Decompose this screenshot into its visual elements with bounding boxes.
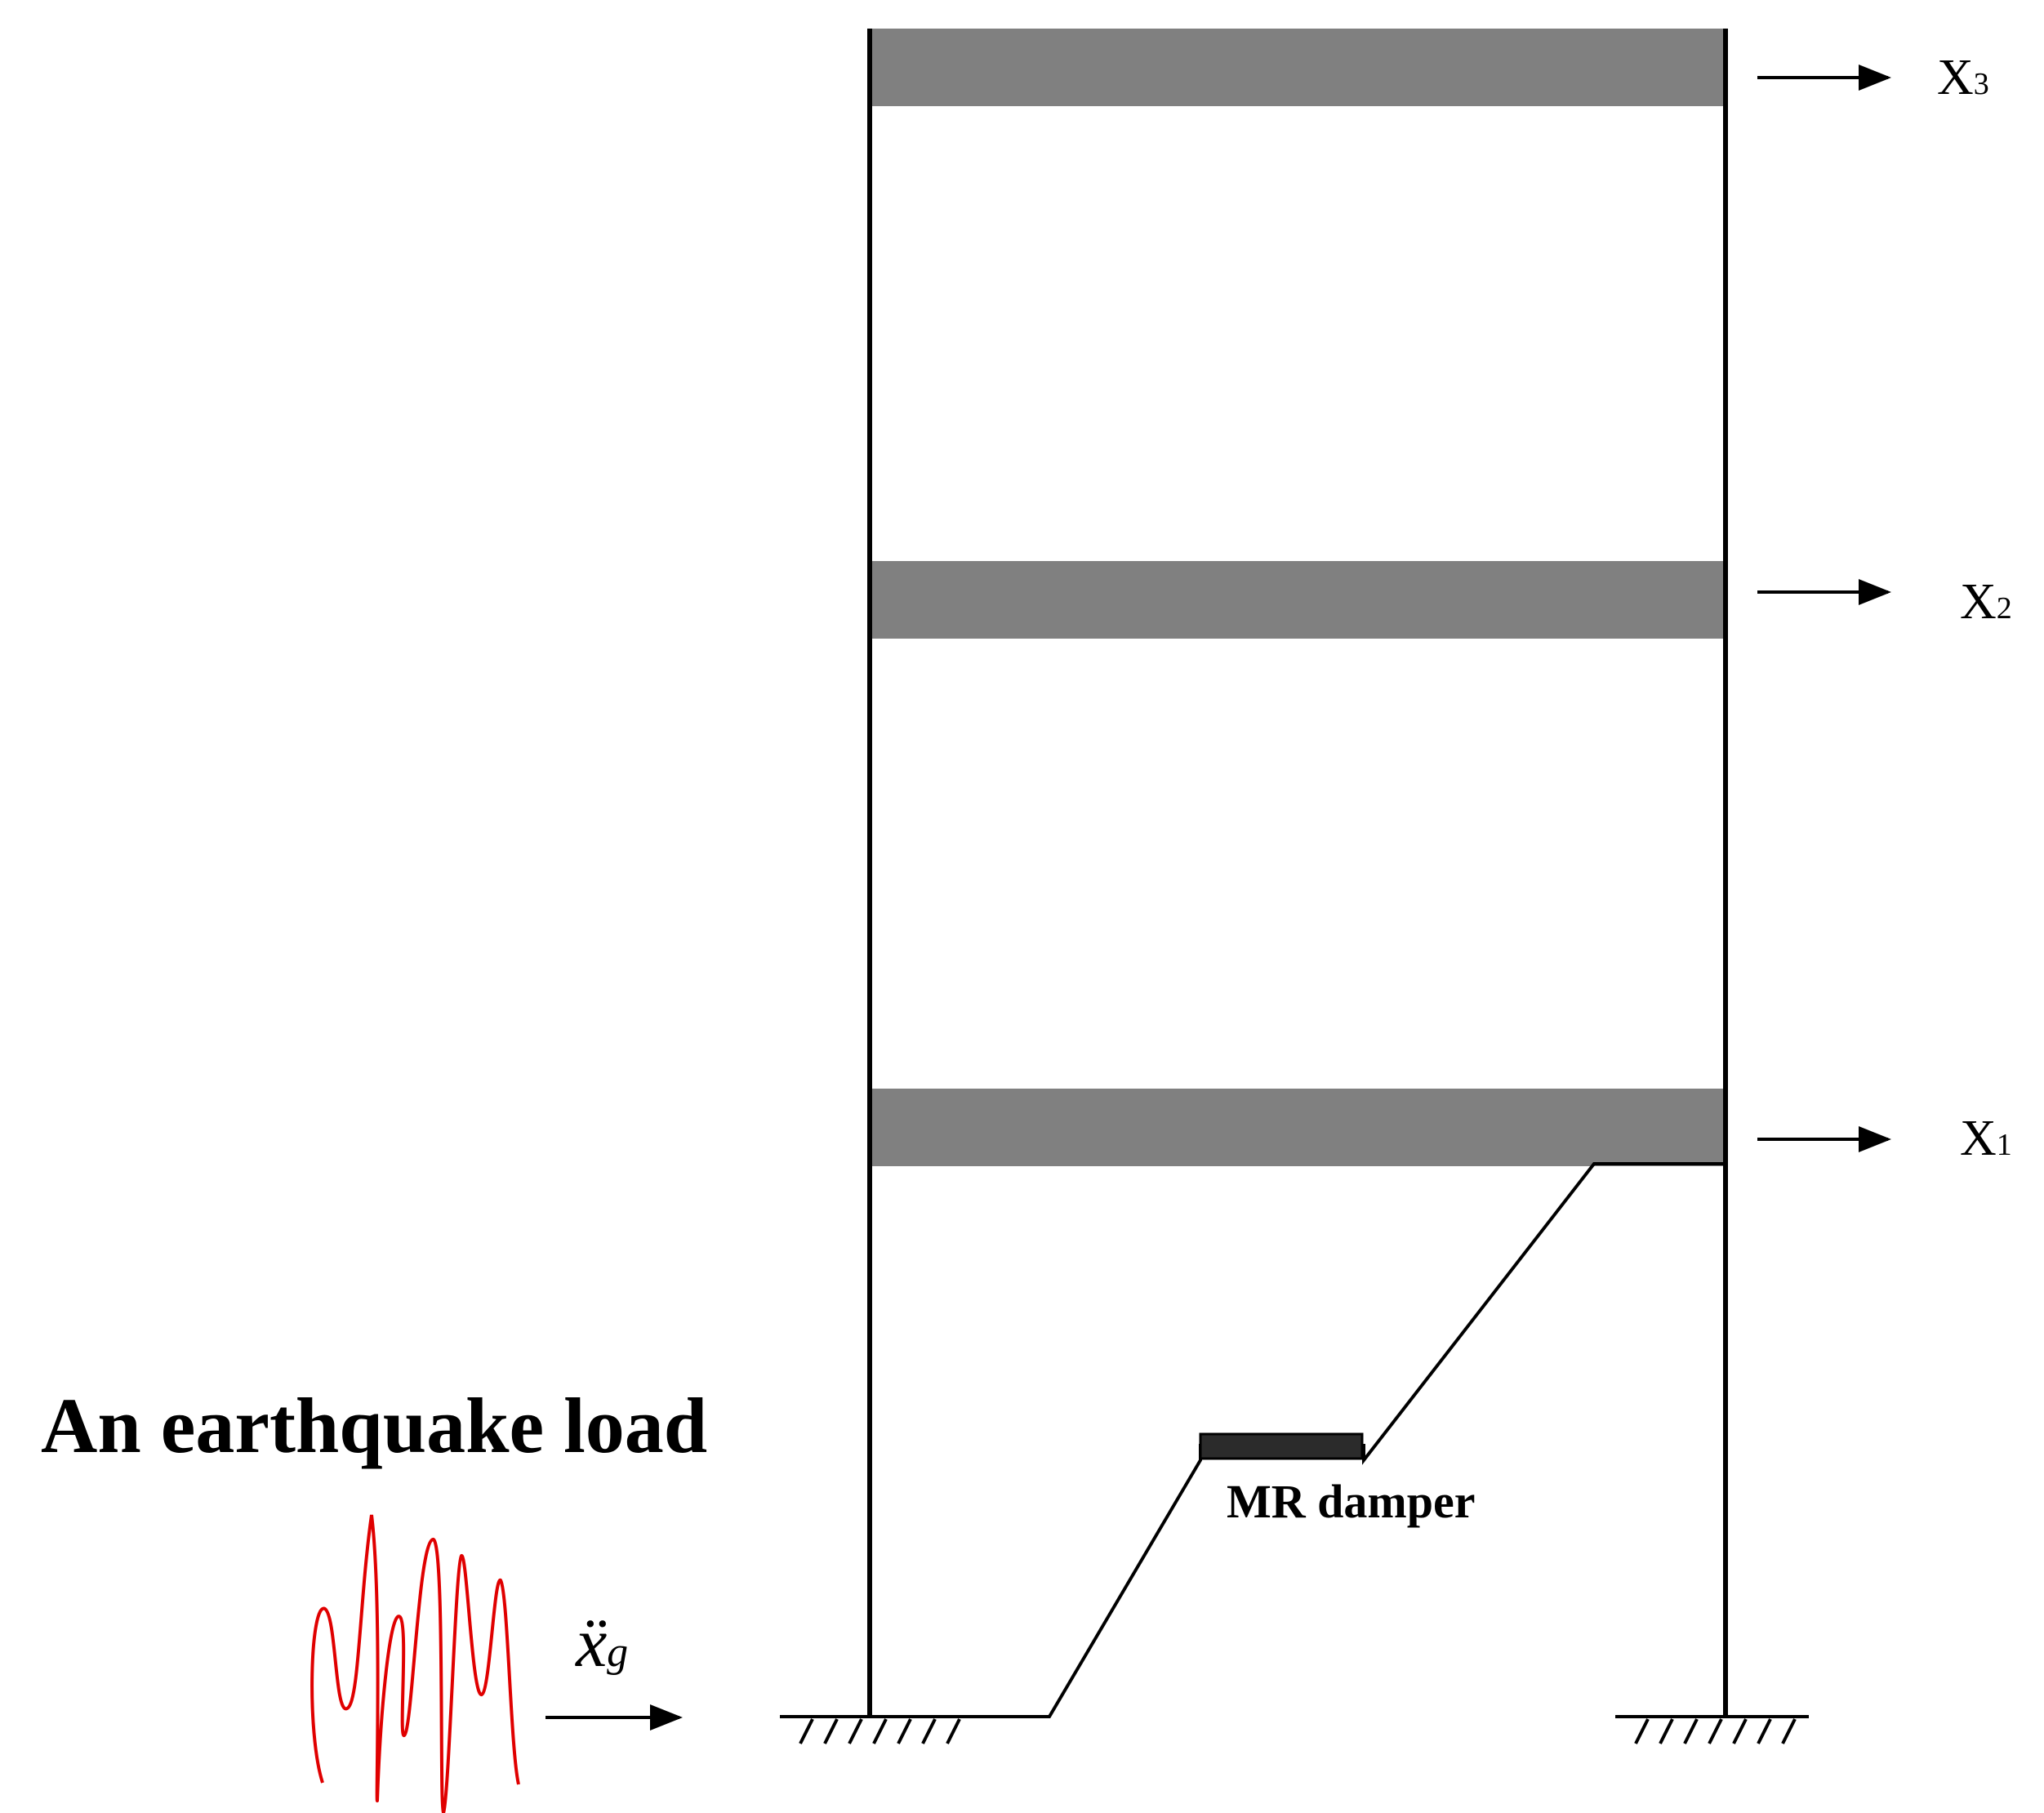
left-ground-support: [780, 1715, 968, 1744]
ground-acceleration-label: ẍg: [575, 1603, 628, 1682]
earthquake-load-title: An earthquake load: [41, 1382, 707, 1469]
mr-damper-label: MR damper: [1227, 1475, 1475, 1528]
mr-damper: [1199, 1432, 1364, 1460]
x2-label: X2: [1960, 574, 2012, 630]
x1-label: X1: [1960, 1111, 2012, 1166]
earthquake-signal-waveform: [310, 1514, 520, 1813]
right-ground-support: [1615, 1715, 1809, 1744]
floor-slab-3: [870, 29, 1723, 106]
x3-label: X3: [1937, 50, 1989, 105]
floor-slab-1: [870, 1089, 1723, 1166]
floor-slab-2: [870, 561, 1723, 639]
